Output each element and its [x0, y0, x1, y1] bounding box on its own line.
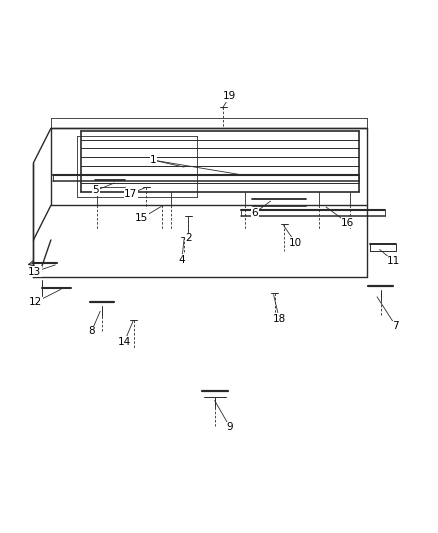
Text: 16: 16: [341, 218, 354, 228]
Text: 2: 2: [185, 233, 192, 244]
Text: 13: 13: [28, 267, 41, 277]
Text: 4: 4: [179, 255, 185, 264]
Text: 18: 18: [272, 313, 286, 324]
Text: 7: 7: [392, 321, 399, 331]
Text: 12: 12: [29, 297, 42, 307]
Text: 8: 8: [88, 326, 95, 336]
Text: 14: 14: [118, 337, 131, 347]
Text: 1: 1: [150, 155, 157, 165]
Text: 10: 10: [289, 238, 302, 247]
Text: 1: 1: [150, 155, 157, 165]
Text: 19: 19: [223, 91, 237, 101]
Text: 17: 17: [124, 189, 138, 199]
Text: 11: 11: [387, 256, 400, 266]
Text: 5: 5: [92, 185, 99, 196]
Text: 9: 9: [226, 422, 233, 432]
Text: 15: 15: [135, 213, 148, 223]
Text: 6: 6: [251, 208, 258, 218]
